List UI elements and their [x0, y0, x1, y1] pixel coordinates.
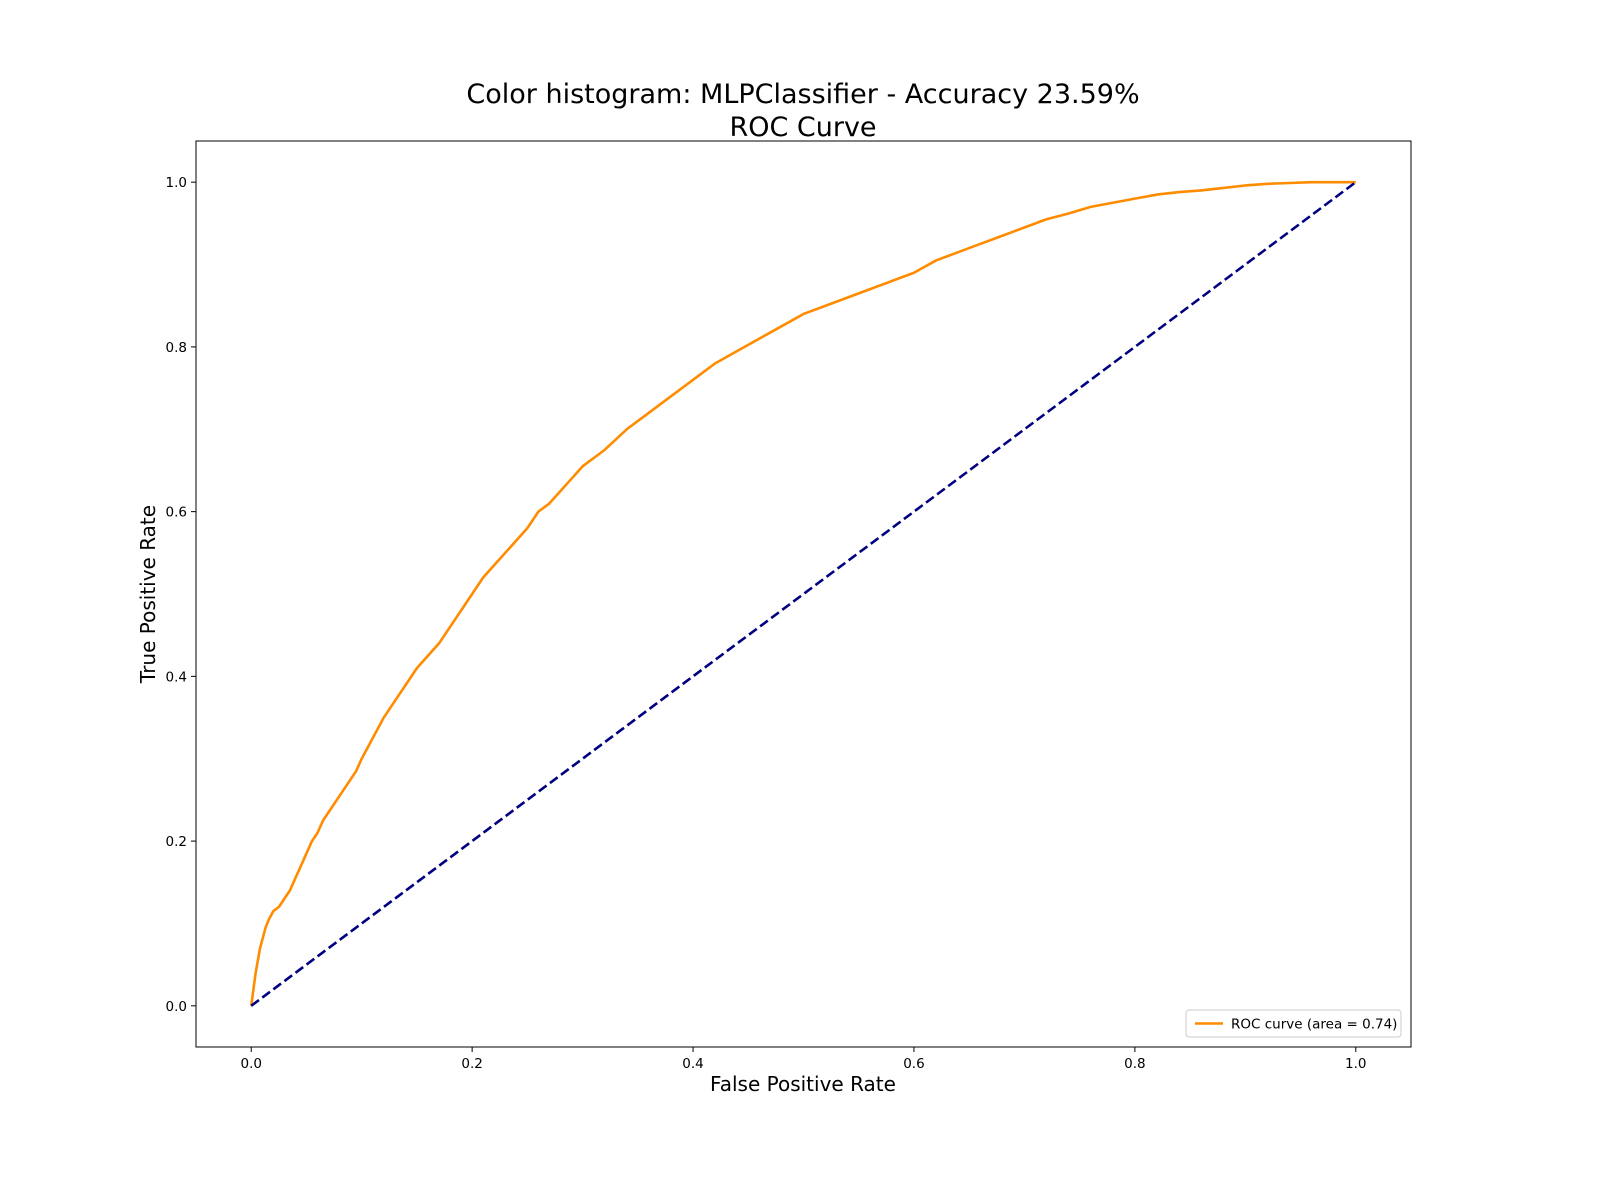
x-tick-label: 1.0 — [1345, 1056, 1366, 1072]
x-tick-label: 0.6 — [903, 1056, 924, 1072]
legend-box — [1185, 1009, 1402, 1038]
legend-entry-label: ROC curve (area = 0.74) — [1231, 1017, 1397, 1033]
y-axis-ticks: 0.0 0.2 0.4 0.6 0.8 1.0 — [166, 175, 196, 1015]
series-layer — [249, 180, 1357, 1007]
x-axis-label: False Positive Rate — [710, 1072, 896, 1096]
chart-subtitle: ROC Curve — [729, 112, 876, 143]
y-tick-label: 0.2 — [166, 834, 187, 850]
chart-title: Color histogram: MLPClassifier - Accurac… — [466, 79, 1139, 110]
legend: ROC curve (area = 0.74) — [1185, 1009, 1402, 1038]
y-tick-label: 0.4 — [166, 669, 187, 685]
x-tick-label: 0.2 — [461, 1056, 482, 1072]
y-tick-label: 0.0 — [166, 999, 187, 1015]
y-axis-label: True Positive Rate — [136, 505, 160, 684]
y-tick-label: 0.8 — [166, 340, 187, 356]
x-tick-label: 0.0 — [240, 1056, 261, 1072]
roc-curve-line — [249, 180, 1356, 1006]
x-tick-label: 0.4 — [682, 1056, 703, 1072]
x-axis-ticks: 0.0 0.2 0.4 0.6 0.8 1.0 — [240, 1047, 1367, 1072]
axes-frame — [195, 140, 1412, 1048]
y-tick-label: 1.0 — [166, 175, 187, 191]
chance-diagonal-line — [250, 181, 1357, 1007]
x-tick-label: 0.8 — [1124, 1056, 1145, 1072]
y-tick-label: 0.6 — [166, 505, 187, 521]
